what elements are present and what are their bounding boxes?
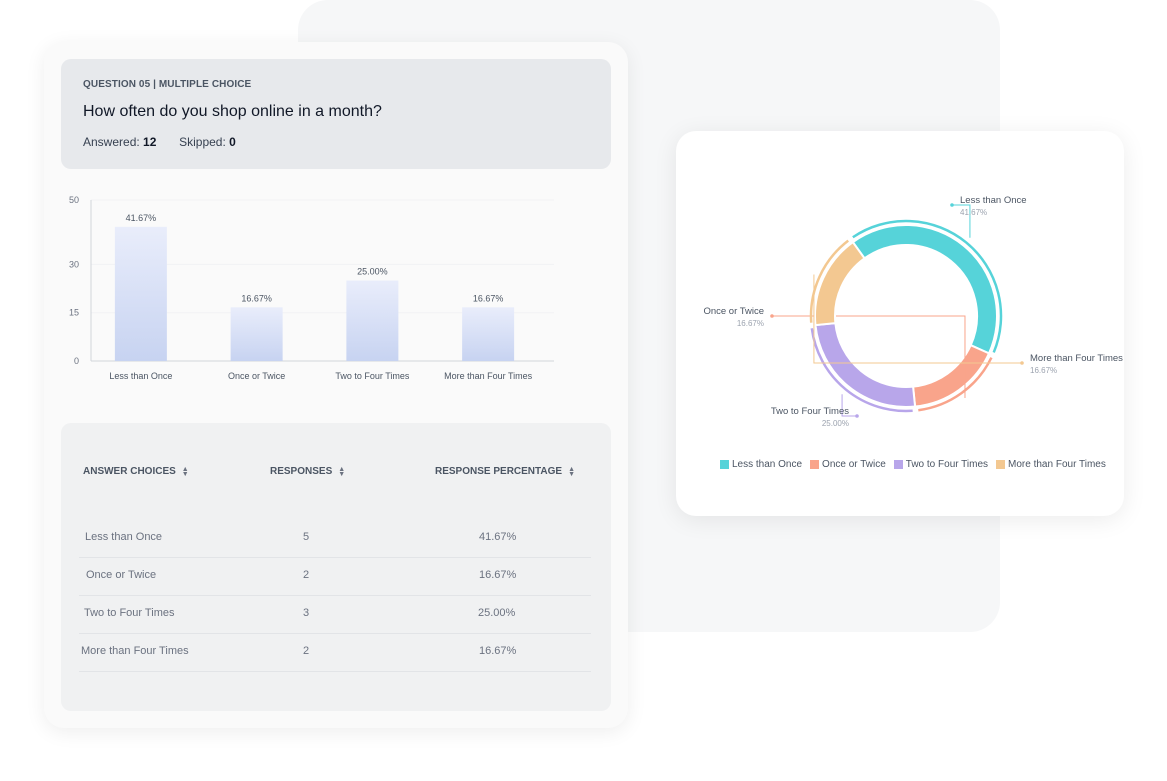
legend-label: More than Four Times (1008, 459, 1106, 470)
label-leader-dot (855, 414, 859, 418)
y-tick-label: 50 (69, 195, 79, 205)
skipped-value: 0 (229, 135, 236, 149)
legend-item[interactable]: Once or Twice (810, 459, 886, 470)
sort-icon[interactable]: ▲ ▼ (181, 465, 189, 478)
donut-slice (814, 240, 866, 327)
row-percentage: 16.67% (479, 645, 517, 657)
header-answer-choices[interactable]: ANSWER CHOICES ▲ ▼ (83, 465, 189, 478)
bar-data-label: 16.67% (473, 293, 504, 303)
label-leader-dot (1020, 361, 1024, 365)
legend-item[interactable]: More than Four Times (996, 459, 1106, 470)
donut-slice (851, 224, 998, 355)
x-tick-label: Once or Twice (228, 371, 285, 381)
donut-outer-ring (810, 328, 913, 413)
donut-chart: Less than Once 41.67% Once or Twice 16.67% T… (703, 195, 1123, 428)
legend-item[interactable]: Two to Four Times (893, 459, 989, 470)
header-answer-choices-label: ANSWER CHOICES (83, 466, 176, 477)
label-leader-line (813, 274, 1022, 364)
x-tick-label: More than Four Times (444, 371, 533, 381)
legend-label: Once or Twice (822, 459, 886, 470)
table-row: More than Four Times 2 16.67% (79, 633, 591, 672)
question-title: How often do you shop online in a month? (83, 103, 382, 120)
sort-icon[interactable]: ▲ ▼ (338, 465, 346, 478)
label-leader-dot (770, 314, 774, 318)
row-choice: Once or Twice (86, 569, 157, 581)
header-response-percentage[interactable]: RESPONSE PERCENTAGE ▲ ▼ (435, 465, 575, 478)
sort-icon[interactable]: ▲ ▼ (568, 465, 575, 478)
legend-swatch (996, 460, 1006, 469)
row-percentage: 16.67% (479, 569, 517, 581)
bar (114, 226, 167, 361)
header-responses-label: RESPONSES (270, 466, 333, 477)
donut-data-label: 25.00% (822, 419, 849, 428)
skipped-label: Skipped: (179, 135, 226, 149)
legend-item[interactable]: Less than Once (720, 459, 802, 470)
row-choice: Two to Four Times (84, 607, 175, 619)
y-tick-label: 15 (69, 308, 79, 318)
responses-table: ANSWER CHOICES ▲ ▼ RESPONSES ▲ ▼ RESPONSE … (61, 423, 611, 711)
legend-label: Two to Four Times (905, 459, 989, 470)
donut-legend: Less than Once Once or Twice Two to Four… (720, 459, 1106, 470)
y-tick-label: 0 (74, 356, 79, 366)
row-responses: 2 (303, 569, 310, 581)
row-responses: 3 (303, 607, 310, 619)
label-leader-line (772, 315, 966, 398)
donut-outer-ring (918, 357, 993, 412)
donut-slice (814, 322, 917, 408)
donut-category-label: More than Four Times (1030, 353, 1123, 364)
row-responses: 2 (303, 645, 310, 657)
row-responses: 5 (303, 531, 310, 543)
label-leader-line (952, 204, 971, 238)
question-header: QUESTION 05 | MULTIPLE CHOICE How often … (61, 59, 611, 169)
bar-data-label: 41.67% (126, 213, 157, 223)
donut-slice (911, 343, 991, 408)
answered-value: 12 (143, 135, 157, 149)
bar-data-label: 16.67% (241, 293, 272, 303)
header-response-percentage-label: RESPONSE PERCENTAGE (435, 466, 563, 477)
table-row: Once or Twice 2 16.67% (79, 557, 591, 596)
answered-label: Answered: (83, 135, 140, 149)
row-choice: Less than Once (85, 531, 163, 543)
donut-outer-ring (852, 219, 1003, 353)
bar (462, 307, 515, 361)
legend-swatch (893, 460, 903, 469)
x-tick-label: Less than Once (109, 371, 172, 381)
question-card: QUESTION 05 | MULTIPLE CHOICE How often … (44, 42, 628, 728)
y-tick-label: 30 (69, 259, 79, 269)
label-leader-line (841, 394, 857, 417)
donut-data-label: 41.67% (960, 208, 987, 217)
table-row: Two to Four Times 3 25.00% (79, 595, 591, 634)
bar-data-label: 25.00% (357, 267, 388, 277)
bar-chart: 0 15 30 50 41.67% Less than Once 16.67% Once or… (69, 195, 554, 381)
header-responses[interactable]: RESPONSES ▲ ▼ (270, 465, 346, 478)
donut-data-label: 16.67% (1030, 366, 1057, 375)
question-label: QUESTION 05 | MULTIPLE CHOICE (83, 79, 252, 90)
donut-category-label: Less than Once (960, 195, 1027, 206)
legend-swatch (810, 460, 820, 469)
question-stats: Answered: 12 Skipped: 0 (83, 135, 236, 149)
label-leader-dot (950, 203, 954, 207)
donut-data-label: 16.67% (737, 319, 764, 328)
table-row: Less than Once 5 41.67% (79, 519, 591, 558)
legend-swatch (720, 460, 729, 469)
row-choice: More than Four Times (81, 645, 189, 657)
donut-card: Less than Once 41.67% Once or Twice 16.67% T… (676, 131, 1124, 516)
bar (230, 307, 283, 361)
row-percentage: 41.67% (479, 531, 517, 543)
donut-category-label: Once or Twice (703, 306, 764, 317)
x-tick-label: Two to Four Times (335, 371, 410, 381)
legend-label: Less than Once (732, 459, 803, 470)
bar (346, 280, 399, 361)
donut-outer-ring (809, 239, 850, 323)
donut-category-label: Two to Four Times (771, 406, 849, 417)
row-percentage: 25.00% (478, 607, 516, 619)
